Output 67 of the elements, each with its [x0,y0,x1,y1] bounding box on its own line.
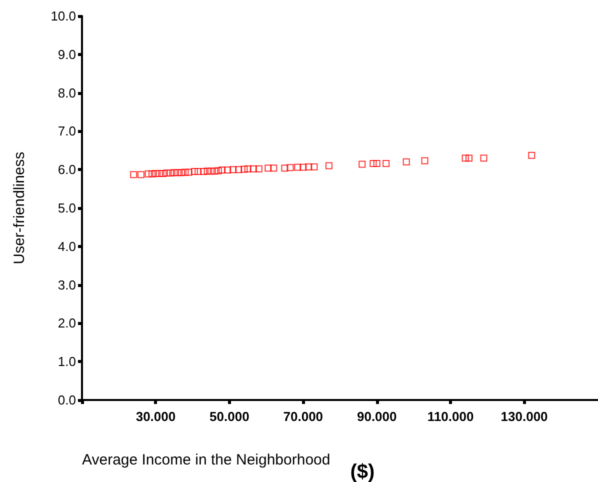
point [382,160,390,167]
point [185,168,192,176]
x-tick-label: 90.000 [356,409,397,424]
point [152,170,160,177]
y-tick-label: 4.0 [58,238,76,254]
point [235,166,242,174]
x-tick-label: 50.000 [210,409,250,424]
point [166,170,174,177]
point [462,154,469,162]
point [294,164,302,171]
y-tick-label: 7.0 [58,124,76,139]
y-tick-label: 8.0 [58,85,76,100]
y-tick-label: 9.0 [58,46,76,62]
point [204,168,211,175]
y-tick-label: 2.0 [58,316,76,331]
point [281,164,288,172]
point [130,171,138,178]
point [174,169,182,176]
point [137,171,144,178]
point [194,168,202,176]
point [163,170,170,177]
y-tick-label: 5.0 [58,200,76,216]
point [178,169,186,176]
point [144,170,152,178]
point [270,164,278,172]
point [160,170,167,177]
point [156,170,163,177]
x-tick-label: 110.000 [427,409,474,424]
x-tick-label: 30.000 [136,409,176,424]
point [264,164,272,172]
point [200,168,208,176]
point [255,165,262,172]
point [148,170,156,178]
point [240,166,248,173]
y-tick-label: 3.0 [58,277,76,292]
point [310,163,318,170]
point [480,154,488,162]
y-axis-title: User-friendliness [11,152,28,264]
point [182,168,189,176]
y-tick-label: 0.0 [58,392,76,408]
point [250,165,257,172]
point [170,169,178,176]
point [300,164,307,171]
x-tick-label: 130.000 [500,409,548,424]
point [402,158,410,166]
y-tick-label: 1.0 [58,354,76,370]
point [214,167,222,174]
point [421,157,428,164]
x-tick-label: 70.000 [283,409,324,424]
point [373,160,380,167]
text: Average Income in the Neighborhood ($) [82,452,375,482]
point [528,152,536,159]
point [305,163,312,170]
y-tick-label: 10.0 [50,8,76,24]
point [224,166,232,174]
point [218,166,226,174]
point [244,165,252,172]
point [370,160,377,167]
point [466,154,472,162]
point [208,168,214,175]
point [358,160,366,168]
point [190,168,198,176]
point [230,166,237,174]
point [325,162,332,170]
point [286,164,294,172]
point [211,168,218,175]
y-tick-label: 6.0 [58,162,76,178]
